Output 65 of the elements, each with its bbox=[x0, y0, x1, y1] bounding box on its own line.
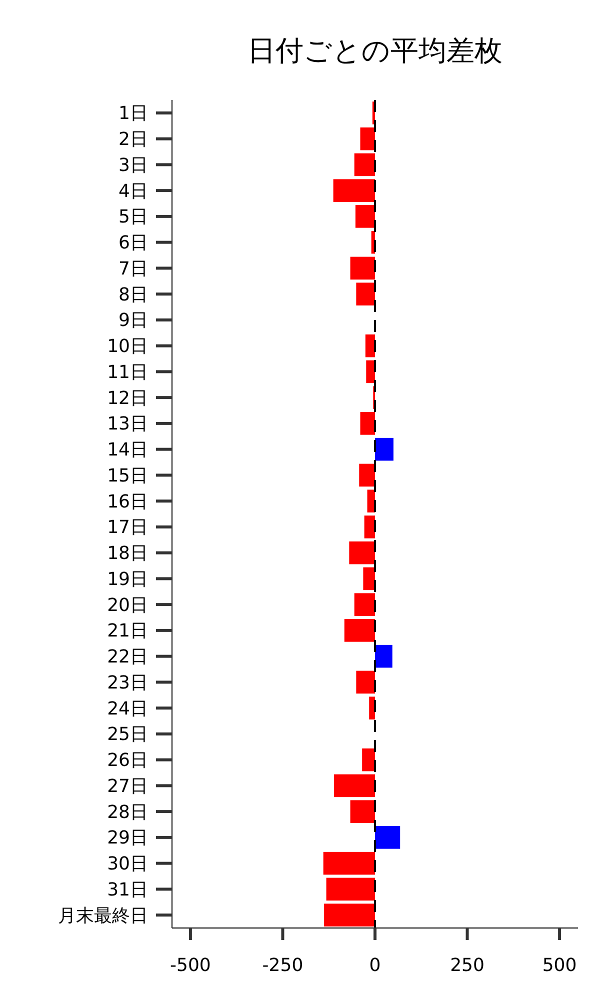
bar bbox=[360, 127, 375, 150]
y-tick-label: 25日 bbox=[107, 724, 148, 746]
y-tick-label: 1日 bbox=[118, 103, 148, 124]
bar bbox=[324, 904, 375, 926]
bar bbox=[366, 360, 375, 384]
y-tick-label: 30日 bbox=[107, 854, 148, 875]
bar bbox=[333, 179, 375, 202]
bar bbox=[354, 153, 375, 176]
y-tick-label: 13日 bbox=[107, 414, 148, 435]
bar bbox=[367, 490, 375, 512]
y-tick-label: 20日 bbox=[107, 594, 148, 616]
y-tick-label: 29日 bbox=[107, 828, 148, 849]
bar bbox=[369, 696, 375, 720]
chart-title: 日付ごとの平均差枚 bbox=[248, 34, 502, 67]
y-tick-label: 22日 bbox=[107, 646, 148, 668]
x-tick-label: 250 bbox=[450, 955, 484, 976]
bar bbox=[375, 438, 394, 461]
bar bbox=[359, 464, 375, 487]
y-tick-label: 27日 bbox=[107, 776, 148, 797]
y-tick-label: 12日 bbox=[107, 388, 148, 409]
bar bbox=[344, 619, 375, 642]
x-tick-label: 0 bbox=[369, 955, 381, 976]
y-tick-label: 3日 bbox=[118, 154, 148, 176]
y-tick-label: 18日 bbox=[107, 543, 148, 564]
x-tick-label: -500 bbox=[170, 955, 211, 976]
bar bbox=[350, 256, 375, 280]
y-tick-label: 14日 bbox=[107, 440, 148, 461]
bar bbox=[326, 878, 375, 901]
y-tick-label: 10日 bbox=[107, 336, 148, 358]
bar bbox=[365, 334, 375, 358]
bar bbox=[323, 852, 375, 875]
y-tick-label: 31日 bbox=[107, 879, 148, 900]
bar bbox=[349, 541, 375, 564]
x-tick-label: -250 bbox=[262, 955, 304, 976]
y-tick-label: 2日 bbox=[118, 129, 148, 150]
y-tick-label: 21日 bbox=[107, 620, 148, 642]
y-tick-label: 4日 bbox=[118, 180, 148, 202]
bar bbox=[375, 826, 400, 849]
bar bbox=[350, 800, 375, 823]
y-tick-label: 17日 bbox=[107, 517, 148, 538]
y-tick-label: 9日 bbox=[118, 310, 148, 332]
y-tick-label: 月末最終日 bbox=[58, 905, 148, 926]
bar bbox=[356, 282, 375, 306]
y-tick-label: 23日 bbox=[107, 672, 148, 694]
y-tick-label: 28日 bbox=[107, 802, 148, 823]
y-tick-label: 8日 bbox=[118, 284, 148, 306]
y-tick-label: 11日 bbox=[107, 362, 148, 383]
bar bbox=[375, 644, 392, 668]
bar bbox=[360, 412, 375, 435]
y-tick-label: 19日 bbox=[107, 568, 148, 590]
bar bbox=[354, 593, 375, 616]
y-tick-label: 6日 bbox=[118, 232, 148, 254]
bar bbox=[362, 748, 375, 772]
bar bbox=[355, 205, 375, 228]
bar bbox=[363, 567, 375, 590]
x-tick-label: 500 bbox=[542, 955, 577, 976]
bar bbox=[356, 670, 375, 694]
y-tick-label: 15日 bbox=[107, 465, 148, 486]
y-tick-label: 7日 bbox=[118, 258, 148, 280]
y-tick-label: 26日 bbox=[107, 750, 148, 772]
bar bbox=[364, 516, 375, 538]
y-tick-label: 5日 bbox=[118, 206, 148, 228]
y-tick-label: 16日 bbox=[107, 491, 148, 512]
bar bbox=[334, 774, 375, 798]
y-tick-label: 24日 bbox=[107, 698, 148, 720]
